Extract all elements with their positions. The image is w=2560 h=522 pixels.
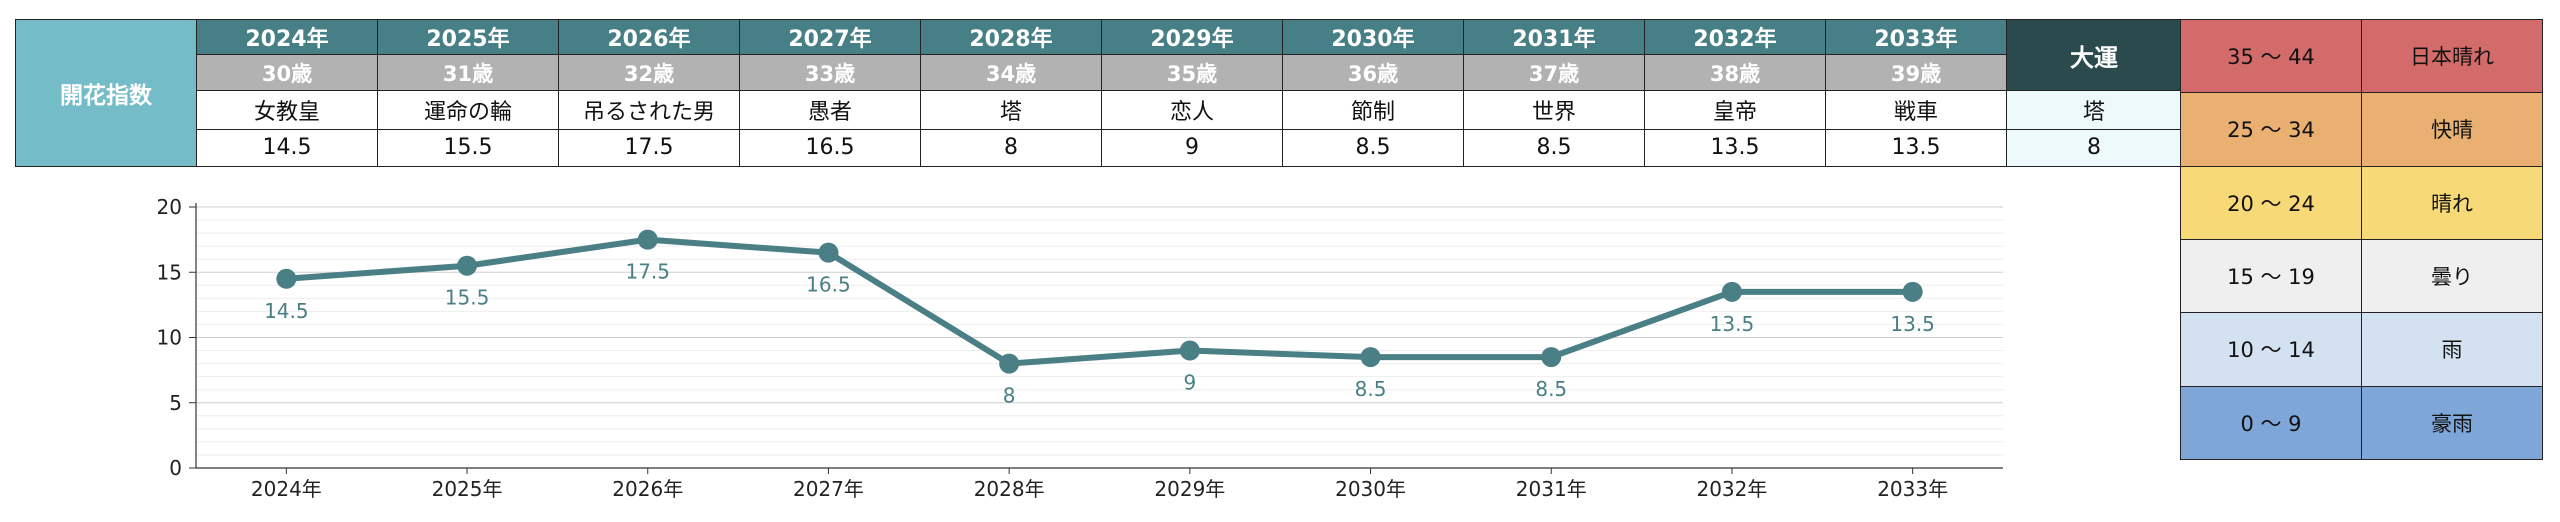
card-cell: 世界 [1463, 90, 1645, 130]
value-cell: 8.5 [1282, 128, 1464, 168]
card-cell: 愚者 [739, 90, 921, 130]
year-header: 2024年 [196, 18, 378, 56]
year-header: 2030年 [1282, 18, 1464, 56]
data-label: 14.5 [264, 299, 309, 323]
x-tick-label: 2031年 [1516, 477, 1587, 501]
value-cell: 15.5 [377, 128, 559, 168]
value-cell: 13.5 [1644, 128, 1826, 168]
data-label: 8.5 [1535, 377, 1567, 401]
card-cell: 戦車 [1825, 90, 2007, 130]
data-point [1721, 281, 1742, 302]
data-point [1902, 281, 1923, 302]
data-label: 8 [1003, 384, 1016, 408]
data-point [1179, 340, 1200, 361]
index-label: 開花指数 [15, 19, 197, 167]
data-point [637, 229, 658, 250]
x-tick-label: 2033年 [1877, 477, 1948, 501]
legend-range: 0 〜 9 [2180, 385, 2362, 461]
value-cell: 8 [920, 128, 1102, 168]
legend-name: 日本晴れ [2361, 18, 2543, 94]
year-header: 2032年 [1644, 18, 1826, 56]
y-tick-label: 5 [169, 391, 182, 415]
age-cell: 32歳 [558, 54, 740, 92]
x-tick-label: 2032年 [1696, 477, 1767, 501]
legend-name: 晴れ [2361, 165, 2543, 240]
value-cell: 8.5 [1463, 128, 1645, 168]
value-cell: 17.5 [558, 128, 740, 168]
x-tick-label: 2029年 [1154, 477, 1225, 501]
legend-range: 35 〜 44 [2180, 18, 2362, 94]
year-header: 2026年 [558, 18, 740, 56]
age-cell: 36歳 [1282, 54, 1464, 92]
year-header: 2031年 [1463, 18, 1645, 56]
year-header: 2028年 [920, 18, 1102, 56]
data-label: 13.5 [1890, 312, 1935, 336]
x-tick-label: 2024年 [251, 477, 322, 501]
legend-range: 15 〜 19 [2180, 238, 2362, 314]
card-cell: 運命の輪 [377, 90, 559, 130]
card-cell: 節制 [1282, 90, 1464, 130]
series-line [283, 236, 1916, 367]
card-cell: 恋人 [1101, 90, 1283, 130]
legend-range: 20 〜 24 [2180, 165, 2362, 240]
x-tick-label: 2028年 [974, 477, 1045, 501]
data-point [1360, 347, 1381, 368]
year-header: 2029年 [1101, 18, 1283, 56]
data-label: 17.5 [625, 260, 670, 284]
card-cell: 塔 [920, 90, 1102, 130]
year-header: 2027年 [739, 18, 921, 56]
taiun-card: 塔 [2006, 90, 2182, 130]
age-cell: 33歳 [739, 54, 921, 92]
card-cell: 皇帝 [1644, 90, 1826, 130]
legend-name: 豪雨 [2361, 385, 2543, 461]
card-cell: 女教皇 [196, 90, 378, 130]
data-point [1541, 347, 1562, 368]
y-tick-label: 15 [157, 260, 182, 284]
value-cell: 14.5 [196, 128, 378, 168]
weather-legend: 35 〜 44 日本晴れ 25 〜 34 快晴 20 〜 24 晴れ 15 〜 … [2180, 18, 2543, 461]
x-tick-label: 2026年 [612, 477, 683, 501]
y-tick-label: 0 [169, 456, 182, 480]
x-tick-label: 2025年 [432, 477, 503, 501]
legend-name: 曇り [2361, 238, 2543, 314]
age-cell: 30歳 [196, 54, 378, 92]
year-header: 2025年 [377, 18, 559, 56]
value-cell: 13.5 [1825, 128, 2007, 168]
data-label: 15.5 [445, 286, 490, 310]
age-cell: 38歳 [1644, 54, 1826, 92]
age-cell: 37歳 [1463, 54, 1645, 92]
value-cell: 9 [1101, 128, 1283, 168]
year-header: 2033年 [1825, 18, 2007, 56]
data-label: 13.5 [1710, 312, 1755, 336]
age-cell: 31歳 [377, 54, 559, 92]
y-tick-label: 10 [157, 326, 182, 350]
data-point [999, 353, 1020, 374]
age-cell: 39歳 [1825, 54, 2007, 92]
data-label: 8.5 [1355, 377, 1387, 401]
value-cell: 16.5 [739, 128, 921, 168]
index-line-chart: 0 5 10 15 20 2024年 2025年 2026年 2027年 2028年 2029年 20… [157, 195, 2003, 501]
age-cell: 35歳 [1101, 54, 1283, 92]
legend-range: 10 〜 14 [2180, 312, 2362, 387]
y-tick-label: 20 [157, 195, 182, 219]
legend-name: 雨 [2361, 312, 2543, 387]
card-cell: 吊るされた男 [558, 90, 740, 130]
data-point [818, 242, 839, 263]
x-tick-label: 2027年 [793, 477, 864, 501]
age-cell: 34歳 [920, 54, 1102, 92]
legend-range: 25 〜 34 [2180, 92, 2362, 167]
taiun-value: 8 [2006, 128, 2182, 168]
data-point [457, 255, 478, 276]
data-point [276, 268, 297, 289]
data-label: 16.5 [806, 273, 851, 297]
taiun-header: 大運 [2006, 18, 2182, 92]
x-tick-label: 2030年 [1335, 477, 1406, 501]
data-label: 9 [1183, 371, 1196, 395]
fortune-table: 開花指数 2024年 2025年 2026年 2027年 2028年 2029年… [15, 18, 2182, 168]
legend-name: 快晴 [2361, 92, 2543, 167]
